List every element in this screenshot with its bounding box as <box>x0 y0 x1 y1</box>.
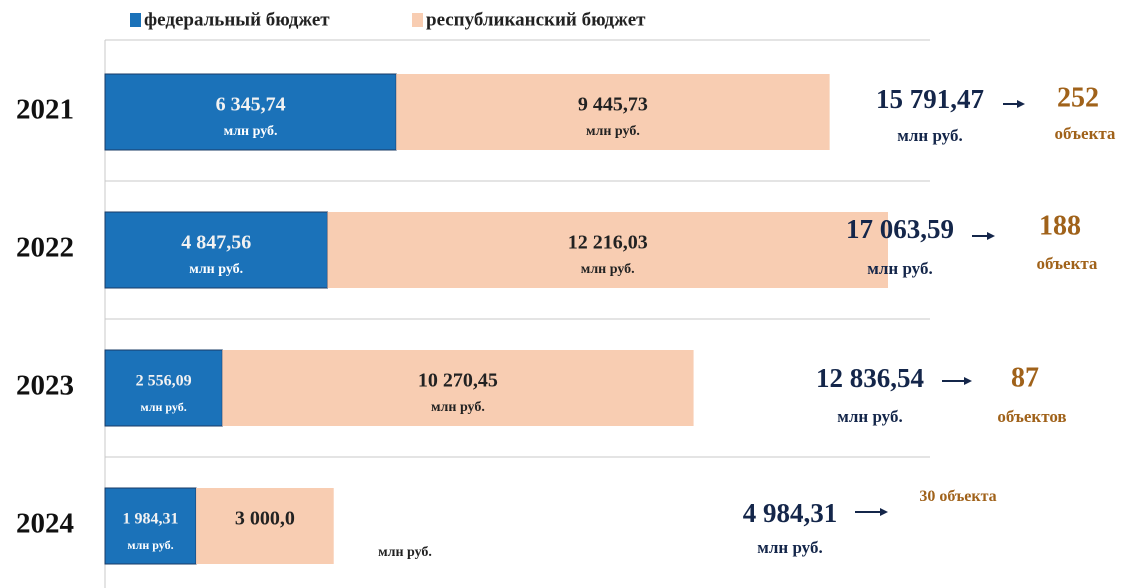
bar-segment <box>222 350 694 426</box>
value-label: 2 556,09 <box>136 373 192 390</box>
y-tick-label: 2021 <box>16 94 74 126</box>
bar-segment <box>196 488 334 564</box>
unit-label: млн руб. <box>378 545 432 560</box>
objects-unit: объекта <box>1037 254 1098 273</box>
legend-swatch <box>130 13 141 27</box>
bar-segment <box>104 73 397 151</box>
objects-unit: объекта <box>1055 124 1116 143</box>
legend-swatch <box>412 13 423 27</box>
objects-count: 252 <box>1057 82 1099 113</box>
value-label: 6 345,74 <box>216 94 286 116</box>
objects-unit: объектов <box>997 407 1066 426</box>
unit-label: млн руб. <box>581 262 635 277</box>
legend-label: республиканский бюджет <box>426 9 646 30</box>
value-label: 3 000,0 <box>235 508 295 530</box>
total-label: 12 836,54 <box>816 363 924 393</box>
total-label: 17 063,59 <box>846 214 954 244</box>
total-unit: млн руб. <box>837 407 902 426</box>
y-tick-label: 2023 <box>16 370 74 402</box>
objects-label: 30 объекта <box>919 488 996 505</box>
objects-count: 30 <box>919 488 935 505</box>
legend-label: федеральный бюджет <box>144 9 330 30</box>
value-label: 1 984,31 <box>123 511 179 528</box>
value-label: 9 445,73 <box>578 94 648 116</box>
bar-segment <box>396 74 830 150</box>
value-label: 10 270,45 <box>418 370 498 392</box>
bar-segment <box>104 349 223 427</box>
total-label: 15 791,47 <box>876 84 984 114</box>
total-label: 4 984,31 <box>743 498 838 528</box>
total-unit: млн руб. <box>897 126 962 145</box>
arrow-head <box>880 508 888 516</box>
y-tick-label: 2024 <box>16 508 74 540</box>
y-tick-label: 2022 <box>16 232 74 264</box>
objects-count: 87 <box>1011 362 1039 393</box>
arrow-head <box>1017 100 1025 108</box>
value-label: 4 847,56 <box>181 232 251 254</box>
unit-label: млн руб. <box>141 400 187 414</box>
unit-label: млн руб. <box>586 124 640 139</box>
arrow-head <box>987 232 995 240</box>
unit-label: млн руб. <box>127 538 173 552</box>
total-unit: млн руб. <box>867 259 932 278</box>
objects-unit: объекта <box>935 488 996 505</box>
value-label: 12 216,03 <box>568 232 648 254</box>
unit-label: млн руб. <box>224 124 278 139</box>
unit-label: млн руб. <box>189 262 243 277</box>
bar-segment <box>327 212 888 288</box>
unit-label: млн руб. <box>431 400 485 415</box>
total-unit: млн руб. <box>757 538 822 557</box>
objects-count: 188 <box>1039 210 1081 241</box>
arrow-head <box>964 377 972 385</box>
bar-segment <box>104 211 328 289</box>
